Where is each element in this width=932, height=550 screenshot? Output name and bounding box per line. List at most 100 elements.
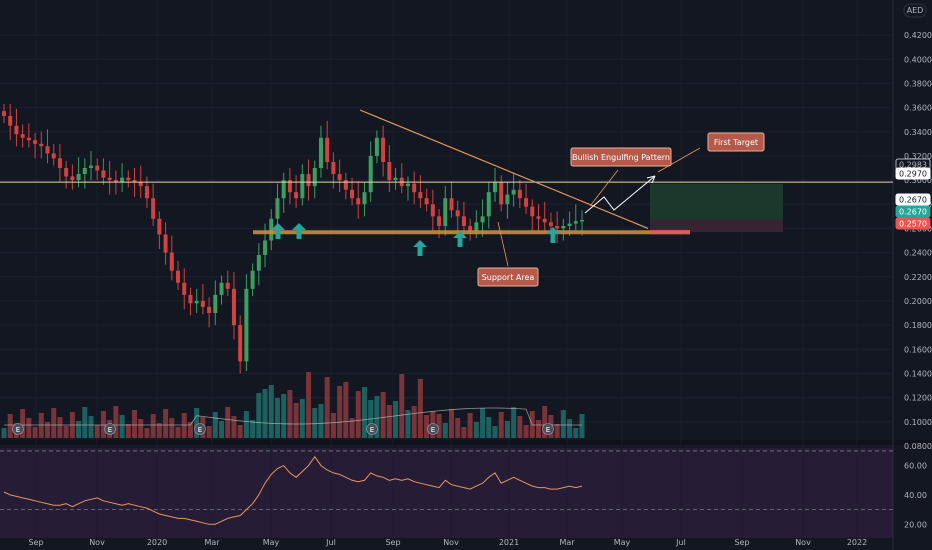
x-tick-label: May	[614, 538, 631, 547]
volume-bar	[113, 406, 119, 438]
earnings-marker	[427, 423, 439, 435]
candle-body	[64, 168, 69, 177]
volume-bar	[417, 379, 423, 438]
volume-bar	[274, 398, 280, 438]
x-tick-label: Mar	[204, 538, 220, 547]
volume-bar	[94, 425, 100, 438]
candle-body	[157, 218, 162, 235]
arrow-layer	[271, 147, 701, 267]
volume-bar	[455, 418, 461, 438]
volume-bar	[511, 407, 517, 438]
candle-body	[263, 240, 268, 255]
volume-bar	[119, 415, 125, 438]
y-tick-label: 0.2400	[904, 249, 932, 258]
volume-bar	[45, 422, 51, 438]
earnings-marker-label: E	[370, 426, 374, 434]
volume-bar	[492, 426, 498, 438]
volume-bar	[473, 422, 479, 438]
volume-bar	[219, 421, 225, 438]
volume-bar	[132, 410, 138, 438]
candle-body	[20, 134, 25, 138]
price-tag-label: 0.2670	[899, 208, 927, 217]
candle-body	[362, 192, 367, 205]
volume-bar	[293, 403, 299, 438]
candle-body	[325, 137, 330, 162]
volume-bar	[349, 418, 355, 438]
volume-bar	[194, 408, 200, 438]
volume-bar	[212, 412, 218, 438]
candle-body	[300, 174, 305, 199]
candle-body	[231, 288, 236, 326]
y-tick-label: 0.1600	[904, 345, 932, 354]
earnings-marker-label: E	[546, 426, 550, 434]
x-tick-label: May	[263, 538, 280, 547]
rsi-line	[3, 455, 583, 525]
candle-body	[250, 270, 255, 289]
candle-body	[430, 204, 435, 217]
first-target-annotation-text: First Target	[714, 138, 758, 147]
volume-bar	[393, 401, 399, 438]
y-tick-label: 0.4200	[904, 31, 932, 40]
candle-body	[350, 189, 355, 199]
annotation-layer: First Target Bullish Engulfing Pattern Sup…	[477, 132, 765, 287]
volume-bar	[7, 414, 13, 438]
candle-body	[331, 161, 336, 175]
volume-bar	[343, 382, 349, 438]
volume-bar	[88, 416, 94, 438]
candle-body	[101, 170, 106, 178]
candle-body	[33, 140, 38, 144]
support-arrow-icon	[413, 240, 427, 256]
y-tick-label: 0.1200	[904, 394, 932, 403]
x-tick-label: Sep	[28, 538, 43, 547]
bullish-engulfing-annotation-box	[570, 147, 672, 167]
candle-body	[151, 198, 156, 219]
candle-body	[418, 192, 423, 199]
candle-body	[567, 223, 572, 226]
first-target-annotation-box	[707, 132, 765, 152]
volume-bar	[523, 425, 529, 438]
volume-bar	[163, 409, 169, 438]
volume-bar	[169, 418, 175, 438]
candle-body	[107, 177, 112, 181]
y-tick-label: 0.4000	[904, 55, 932, 64]
candle-body	[281, 180, 286, 199]
volume-bar	[517, 416, 523, 438]
zone-layer	[650, 183, 783, 233]
volume-bar	[237, 425, 243, 438]
volume-bar	[355, 391, 361, 438]
y-tick-label: 0.3400	[904, 128, 932, 137]
y-tick-label: 0.1000	[904, 418, 932, 427]
support-area-annotation-box	[477, 267, 539, 287]
candle-body	[474, 222, 479, 231]
volume-bar	[20, 409, 26, 438]
candle-body	[113, 180, 118, 183]
volume-bar	[256, 393, 262, 438]
volume-bar	[268, 385, 274, 438]
line-layer	[0, 109, 893, 235]
candle-body	[318, 137, 323, 168]
earnings-marker	[12, 423, 24, 435]
candle-body	[517, 189, 522, 199]
y-tick-label: 0.1800	[904, 321, 932, 330]
support-arrow-icon	[453, 231, 467, 247]
y-tick-label: 0.3200	[904, 152, 932, 161]
candle-body	[82, 168, 87, 175]
candle-body	[225, 282, 230, 289]
earnings-marker	[104, 423, 116, 435]
descending-trendline	[359, 109, 649, 229]
x-tick-label: Nov	[89, 538, 105, 547]
volume-bar	[57, 417, 63, 438]
support-arrow-icon	[546, 227, 560, 243]
volume-bar	[461, 427, 467, 438]
x-tick-label: Sep	[734, 538, 749, 547]
candle-body	[256, 255, 261, 271]
candle-body	[306, 174, 311, 187]
volume-bar	[76, 421, 82, 438]
candle-body	[70, 176, 75, 181]
volume-bar	[187, 422, 193, 438]
candle-body	[200, 300, 205, 307]
